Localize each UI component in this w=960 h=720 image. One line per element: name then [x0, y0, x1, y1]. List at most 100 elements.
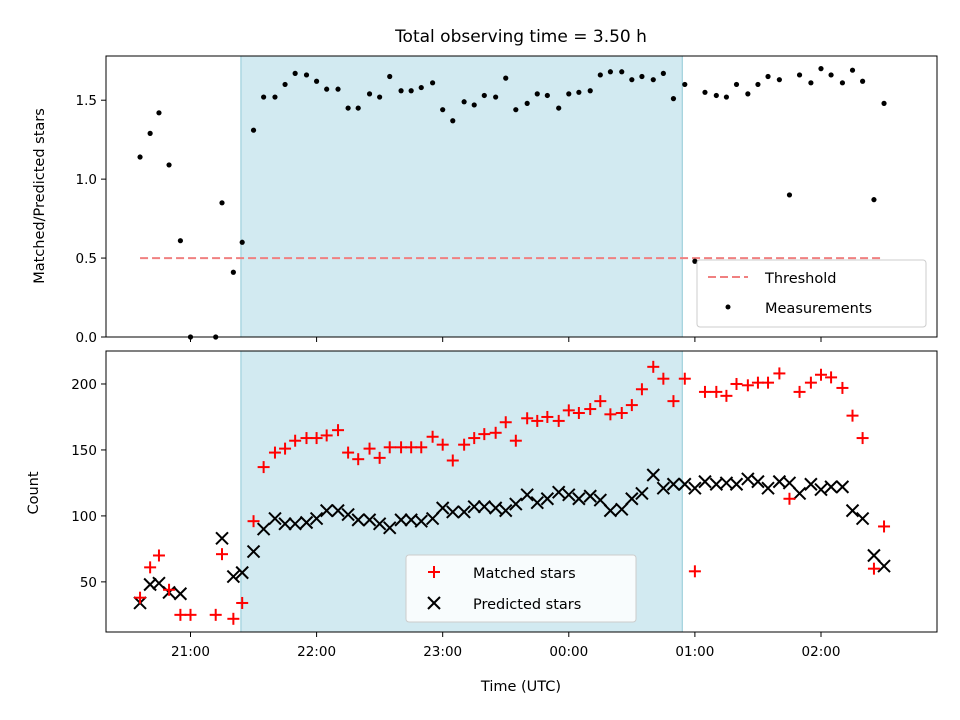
- measurement-point: [355, 105, 361, 111]
- predicted-star-point: [246, 544, 261, 559]
- predicted-x-stroke: [446, 505, 460, 519]
- matched-star-point: [584, 403, 597, 416]
- predicted-x-stroke: [551, 485, 566, 499]
- predicted-star-point: [256, 522, 271, 536]
- predicted-x-stroke: [646, 468, 660, 482]
- predicted-x-stroke: [530, 496, 544, 510]
- matched-star-point: [836, 381, 849, 394]
- predicted-star-point: [635, 486, 649, 501]
- predicted-star-point: [646, 468, 660, 482]
- matched-star-point: [426, 430, 439, 443]
- measurement-point: [156, 110, 162, 116]
- predicted-x-stroke: [383, 521, 397, 535]
- measurement-point: [261, 94, 267, 100]
- measurement-point: [682, 81, 688, 88]
- matched-star-point: [594, 395, 607, 408]
- predicted-x-stroke: [792, 486, 807, 501]
- matched-star-point: [814, 368, 827, 381]
- predicted-star-point: [457, 505, 471, 519]
- measurement-point: [377, 94, 383, 100]
- matched-star-point: [363, 442, 376, 455]
- bottom-y-tick-label: 100: [71, 509, 97, 525]
- predicted-x-stroke: [394, 513, 408, 527]
- legend-matched-label: Matched stars: [473, 566, 576, 582]
- predicted-x-stroke: [226, 569, 241, 584]
- predicted-x-stroke: [855, 511, 870, 526]
- measurement-point: [219, 200, 225, 206]
- matched-star-point: [209, 608, 222, 621]
- top-y-tick-label: 0.5: [76, 251, 97, 267]
- predicted-star-point: [499, 503, 513, 518]
- matched-star-point: [804, 376, 817, 389]
- predicted-x-stroke: [414, 514, 428, 528]
- x-tick-label: 23:00: [423, 644, 462, 660]
- predicted-star-point: [814, 482, 828, 497]
- top-y-tick-label: 1.5: [76, 93, 97, 109]
- predicted-star-point: [446, 505, 460, 519]
- predicted-star-point: [688, 481, 702, 495]
- matched-star-point: [478, 428, 491, 441]
- measurement-point: [147, 130, 153, 136]
- measurement-point: [313, 78, 320, 84]
- predicted-x-stroke: [278, 517, 292, 531]
- measurement-point: [324, 86, 330, 92]
- bottom-panel: 21:00 22:00 23:00 00:00 01:00 02:00 50 100 150 2…: [26, 350, 938, 695]
- bottom-legend: Matched stars Predicted stars: [405, 554, 637, 623]
- predicted-x-stroke: [824, 480, 838, 494]
- predicted-star-point: [551, 485, 566, 499]
- predicted-x-stroke: [215, 531, 229, 546]
- measurement-point: [534, 91, 540, 97]
- top-y-axis-label: Matched/Predicted stars: [32, 108, 48, 284]
- legend-predicted-label: Predicted stars: [473, 597, 581, 613]
- matched-star-point: [698, 385, 711, 398]
- matched-star-point: [604, 408, 617, 421]
- predicted-star-point: [226, 569, 241, 584]
- measurement-point: [786, 192, 793, 198]
- predicted-x-stroke: [425, 511, 440, 526]
- matched-star-point: [332, 424, 345, 437]
- matched-star-point: [227, 612, 240, 625]
- measurement-point: [597, 72, 603, 78]
- measurement-point: [587, 88, 593, 94]
- measurement-point: [702, 89, 708, 95]
- bottom-y-tick-label: 200: [71, 377, 97, 393]
- predicted-star-point: [425, 511, 440, 526]
- measurement-point: [345, 105, 351, 111]
- measurement-point: [796, 72, 803, 78]
- predicted-x-stroke: [729, 477, 744, 491]
- matched-star-point: [509, 434, 522, 447]
- matched-star-point: [783, 492, 796, 505]
- measurement-point: [239, 239, 245, 245]
- measurement-point: [481, 92, 487, 99]
- measurement-points: [137, 66, 887, 340]
- predicted-star-point: [666, 477, 681, 491]
- predicted-x-stroke: [666, 477, 681, 491]
- predicted-x-stroke: [709, 477, 724, 491]
- predicted-x-stroke: [235, 565, 249, 580]
- predicted-x-stroke: [467, 499, 481, 514]
- matched-star-point: [174, 608, 187, 621]
- legend-measurements-label: Measurements: [765, 301, 872, 317]
- matched-star-point: [395, 441, 408, 454]
- matched-star-point: [615, 407, 628, 420]
- predicted-star-point: [530, 496, 544, 510]
- predicted-star-point: [372, 517, 387, 531]
- predicted-star-point: [394, 513, 408, 527]
- measurement-point: [619, 69, 625, 75]
- measurement-point: [503, 75, 509, 81]
- matched-star-point: [279, 442, 292, 455]
- bottom-y-axis-label: Count: [26, 471, 42, 514]
- predicted-star-point: [477, 499, 492, 514]
- measurement-point: [524, 100, 530, 106]
- predicted-x-stroke: [593, 493, 608, 507]
- measurement-point: [177, 238, 183, 244]
- matched-star-point: [268, 446, 281, 459]
- measurement-point: [566, 91, 572, 97]
- matched-star-point: [773, 367, 786, 380]
- matched-star-point: [878, 520, 891, 533]
- measurement-point: [292, 70, 298, 76]
- predicted-x-stroke: [341, 507, 355, 522]
- predicted-star-point: [867, 548, 881, 563]
- measurement-point: [576, 89, 582, 95]
- measurement-point: [398, 88, 404, 94]
